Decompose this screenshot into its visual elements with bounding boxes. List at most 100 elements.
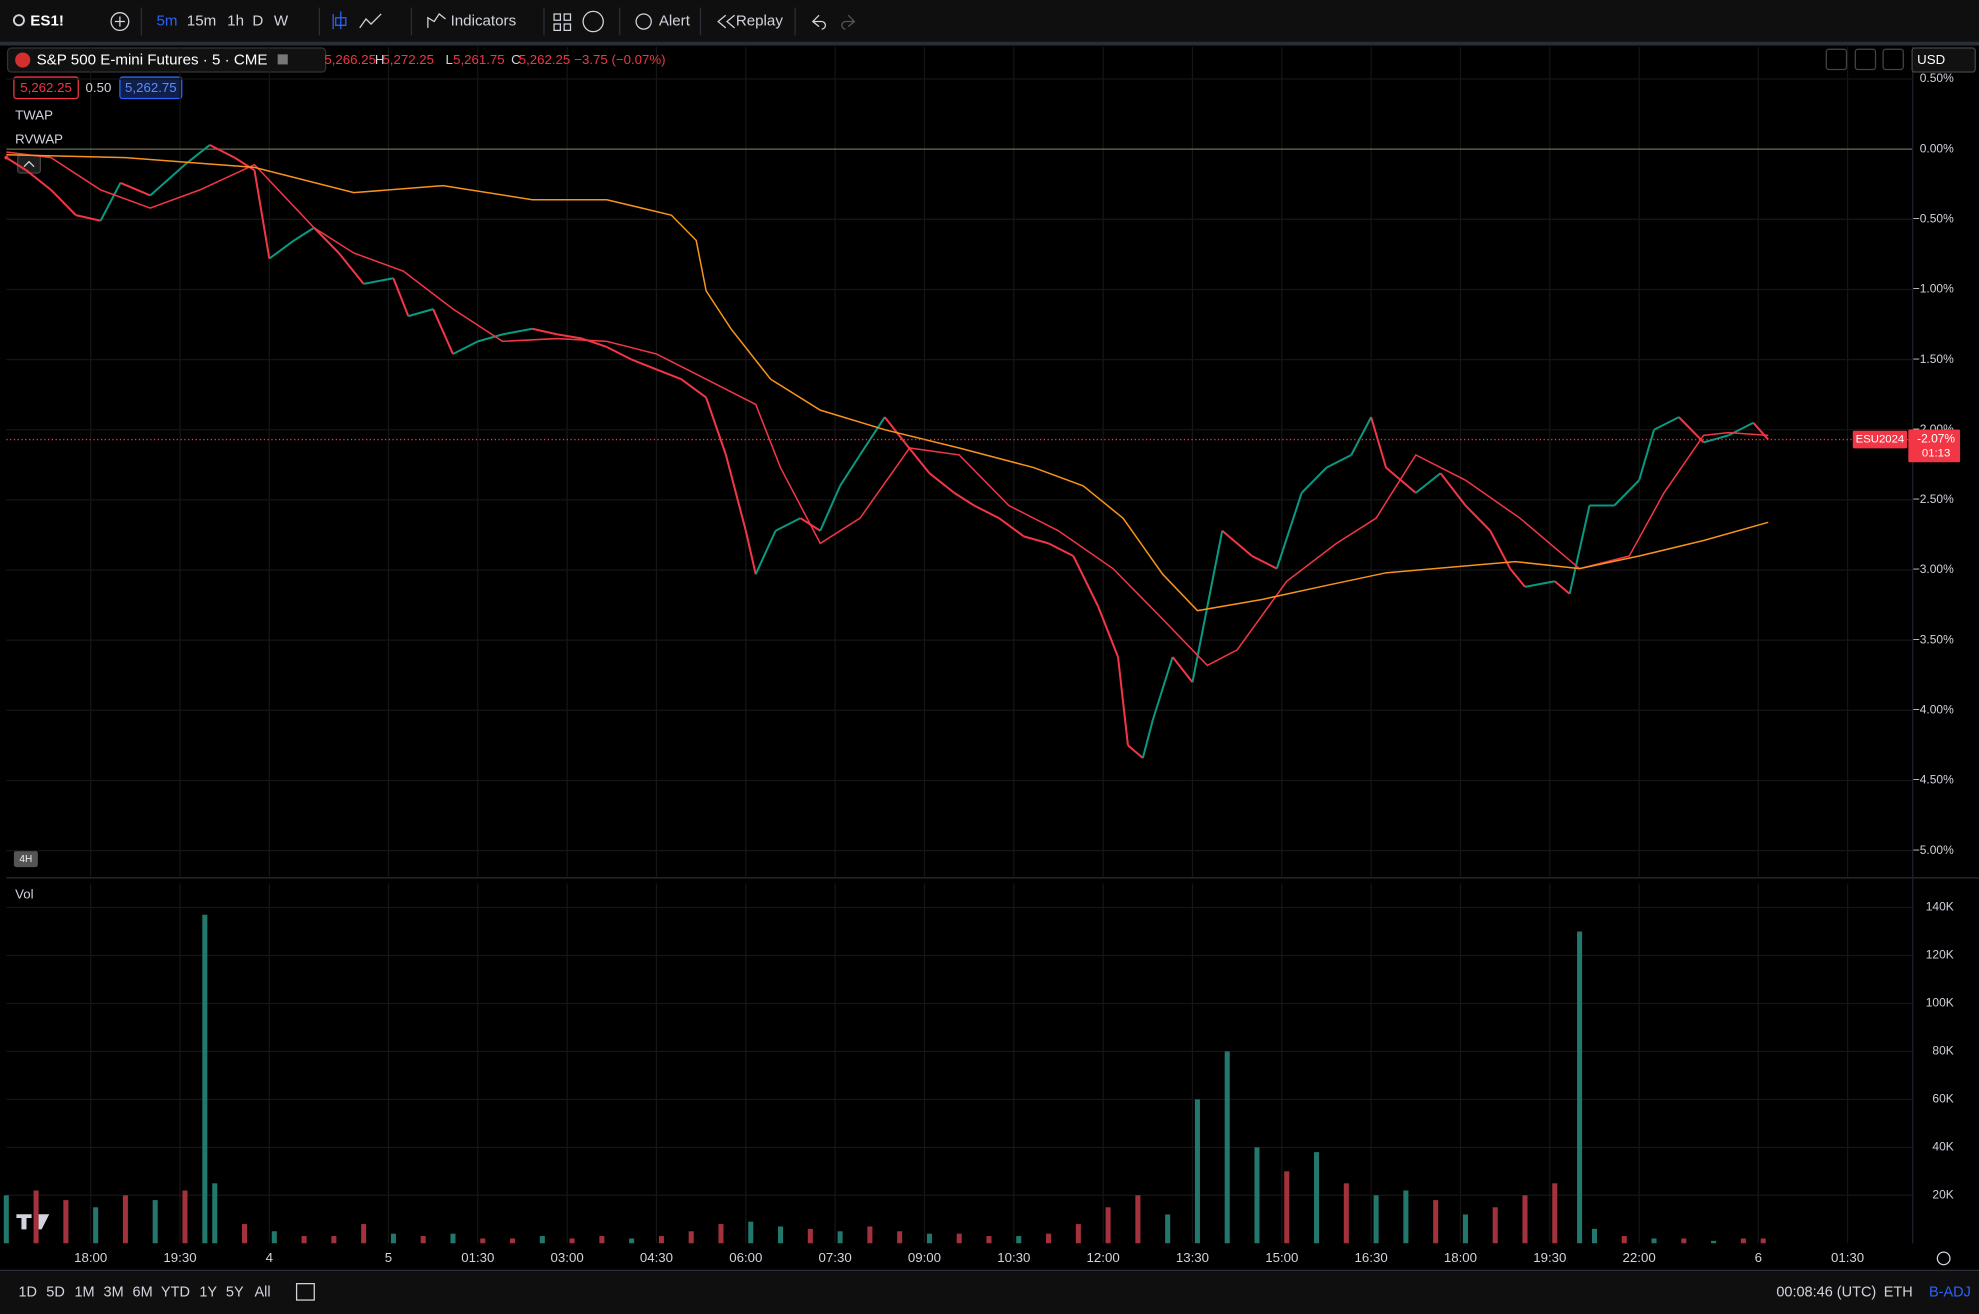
price-segment [477, 333, 503, 343]
volume-bar [331, 1236, 337, 1244]
bid-price: 5,262.25 [20, 80, 72, 95]
bottom-border [0, 1269, 1979, 1272]
templates[interactable] [582, 10, 604, 33]
y-tick-label: 100K [1926, 996, 1954, 1010]
ask-price: 5,262.75 [125, 80, 177, 95]
currency[interactable]: USD [1917, 52, 1945, 67]
flag-icon[interactable] [277, 54, 288, 65]
price-segment [998, 517, 1025, 538]
session-button[interactable]: ETH [1884, 1284, 1913, 1300]
volume-bar [867, 1226, 873, 1244]
price-segment [1385, 466, 1417, 494]
volume-bar [539, 1236, 545, 1244]
range-button[interactable]: 1M [74, 1284, 94, 1300]
price-segment [1117, 656, 1129, 746]
y-tick-label: −0.50% [1913, 211, 1954, 225]
collapse-button[interactable] [17, 154, 42, 174]
price-segment [1072, 555, 1100, 607]
collapse-icon [23, 160, 35, 168]
y-tick-label: 20K [1932, 1187, 1953, 1201]
x-tick-label: 18:00 [1444, 1250, 1477, 1265]
calendar-icon[interactable] [295, 1283, 315, 1301]
ohlc-value: H [375, 52, 385, 67]
layouts[interactable] [553, 13, 572, 31]
volume-bar [778, 1226, 784, 1244]
settings-icon[interactable] [1936, 1251, 1951, 1266]
adjust-button[interactable]: B-ADJ [1929, 1284, 1971, 1300]
price-segment [1568, 505, 1591, 595]
range-button[interactable]: 1D [18, 1284, 37, 1300]
interval-button[interactable]: 1h [227, 13, 244, 30]
range-button[interactable]: YTD [161, 1284, 190, 1300]
price-segment [754, 530, 777, 575]
price-segment [1524, 580, 1555, 588]
range-button[interactable]: All [254, 1284, 270, 1300]
volume-bar [897, 1231, 903, 1244]
price-segment [1509, 567, 1526, 588]
interval-button[interactable]: 15m [187, 13, 216, 30]
ask-box [119, 76, 183, 100]
interval-button[interactable]: W [274, 13, 289, 30]
x-tick-label: 18:00 [74, 1250, 107, 1265]
y-tick-label: −3.00% [1913, 562, 1954, 576]
volume-bar [807, 1228, 813, 1244]
volume-bar [1651, 1238, 1657, 1244]
bottom-bar [0, 1271, 1979, 1314]
price-segment [1678, 416, 1705, 444]
add-icon [114, 16, 125, 27]
price-segment [953, 492, 975, 507]
redo[interactable] [841, 14, 856, 30]
line-tool[interactable] [359, 13, 382, 29]
pane-button[interactable] [1825, 48, 1848, 71]
price-segment [1191, 606, 1209, 683]
symbol-logo [15, 52, 31, 68]
add-symbol[interactable] [110, 12, 130, 31]
interval-button[interactable]: D [252, 13, 263, 30]
range-button[interactable]: 6M [133, 1284, 153, 1300]
price-segment [392, 277, 410, 317]
undo[interactable] [811, 14, 827, 30]
price-segment [25, 169, 52, 191]
ohlc-value: 5,272.25 [382, 52, 434, 67]
price-segment [1415, 472, 1442, 494]
volume-bar [420, 1236, 426, 1244]
price-tag [1908, 429, 1961, 463]
volume-bar [1224, 1051, 1230, 1244]
y-tick-label: −1.50% [1913, 352, 1954, 366]
range-button[interactable]: 5D [46, 1284, 65, 1300]
range-button[interactable]: 5Y [226, 1284, 244, 1300]
volume-bar [1254, 1147, 1260, 1244]
volume-bar [658, 1236, 664, 1244]
range-button[interactable]: 3M [104, 1284, 124, 1300]
replay-button[interactable]: Replay [736, 13, 784, 30]
indicators-button[interactable]: Indicators [451, 13, 517, 30]
x-tick-label: 4 [266, 1250, 273, 1265]
price-segment [1171, 656, 1194, 683]
x-tick-label: 5 [385, 1250, 392, 1265]
search-icon[interactable] [12, 14, 25, 27]
legend-box [6, 47, 327, 73]
symbol[interactable]: ES1! [30, 13, 64, 30]
volume-bar [837, 1231, 843, 1244]
pane-button[interactable] [1854, 48, 1877, 71]
volume-bar [1492, 1207, 1498, 1244]
volume-bar [1343, 1183, 1349, 1244]
volume-bar [33, 1190, 39, 1244]
currency-box[interactable] [1911, 47, 1976, 73]
pane-button[interactable] [1882, 48, 1904, 71]
price-segment [1703, 434, 1729, 444]
price-segment [1638, 429, 1655, 481]
price-segment [819, 485, 842, 532]
range-button[interactable]: 1Y [199, 1284, 217, 1300]
candle-icon[interactable] [332, 11, 347, 30]
price-segment [1554, 580, 1571, 595]
indicators-icon [427, 13, 446, 28]
interval-button[interactable]: 5m [157, 13, 178, 30]
alert-button[interactable]: Alert [659, 13, 691, 30]
price-segment [209, 144, 236, 159]
volume-bar [93, 1207, 99, 1244]
y-tick-label: −3.50% [1913, 632, 1954, 646]
